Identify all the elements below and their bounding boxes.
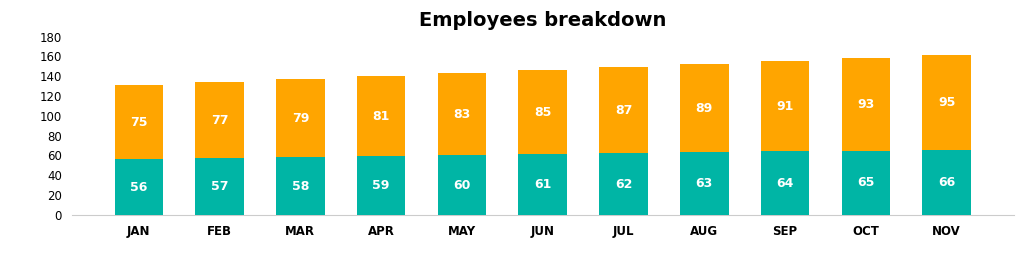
Bar	[115, 159, 163, 215]
Bar	[599, 154, 648, 215]
Bar	[599, 67, 648, 154]
Bar	[357, 156, 406, 215]
Bar	[680, 64, 728, 152]
Bar	[923, 150, 971, 215]
Text: 81: 81	[373, 110, 390, 123]
Bar	[518, 155, 567, 215]
Bar	[680, 152, 728, 215]
Text: 66: 66	[938, 176, 955, 189]
Bar	[437, 73, 486, 155]
Text: 56: 56	[130, 181, 147, 194]
Text: 58: 58	[292, 180, 309, 193]
Text: 57: 57	[211, 180, 228, 193]
Bar	[276, 79, 325, 157]
Bar	[357, 76, 406, 156]
Bar	[437, 155, 486, 215]
Text: 91: 91	[776, 100, 794, 113]
Text: 60: 60	[454, 179, 471, 192]
Text: 75: 75	[130, 116, 147, 129]
Bar	[761, 61, 809, 151]
Bar	[842, 150, 890, 215]
Bar	[518, 70, 567, 155]
Text: 64: 64	[776, 177, 794, 190]
Bar	[923, 56, 971, 150]
Text: 77: 77	[211, 114, 228, 127]
Bar	[115, 85, 163, 159]
Bar	[842, 58, 890, 150]
Bar	[196, 159, 244, 215]
Text: 85: 85	[535, 106, 551, 119]
Text: 65: 65	[857, 176, 874, 189]
Text: 59: 59	[373, 179, 390, 192]
Text: 83: 83	[454, 108, 471, 121]
Text: 79: 79	[292, 112, 309, 125]
Text: 93: 93	[857, 98, 874, 111]
Text: 87: 87	[614, 104, 632, 117]
Title: Employees breakdown: Employees breakdown	[419, 10, 667, 30]
Text: 63: 63	[695, 177, 713, 190]
Text: 95: 95	[938, 96, 955, 109]
Bar	[196, 82, 244, 159]
Text: 61: 61	[535, 178, 551, 191]
Bar	[276, 157, 325, 215]
Text: 62: 62	[614, 178, 632, 191]
Bar	[761, 151, 809, 215]
Text: 89: 89	[695, 102, 713, 115]
